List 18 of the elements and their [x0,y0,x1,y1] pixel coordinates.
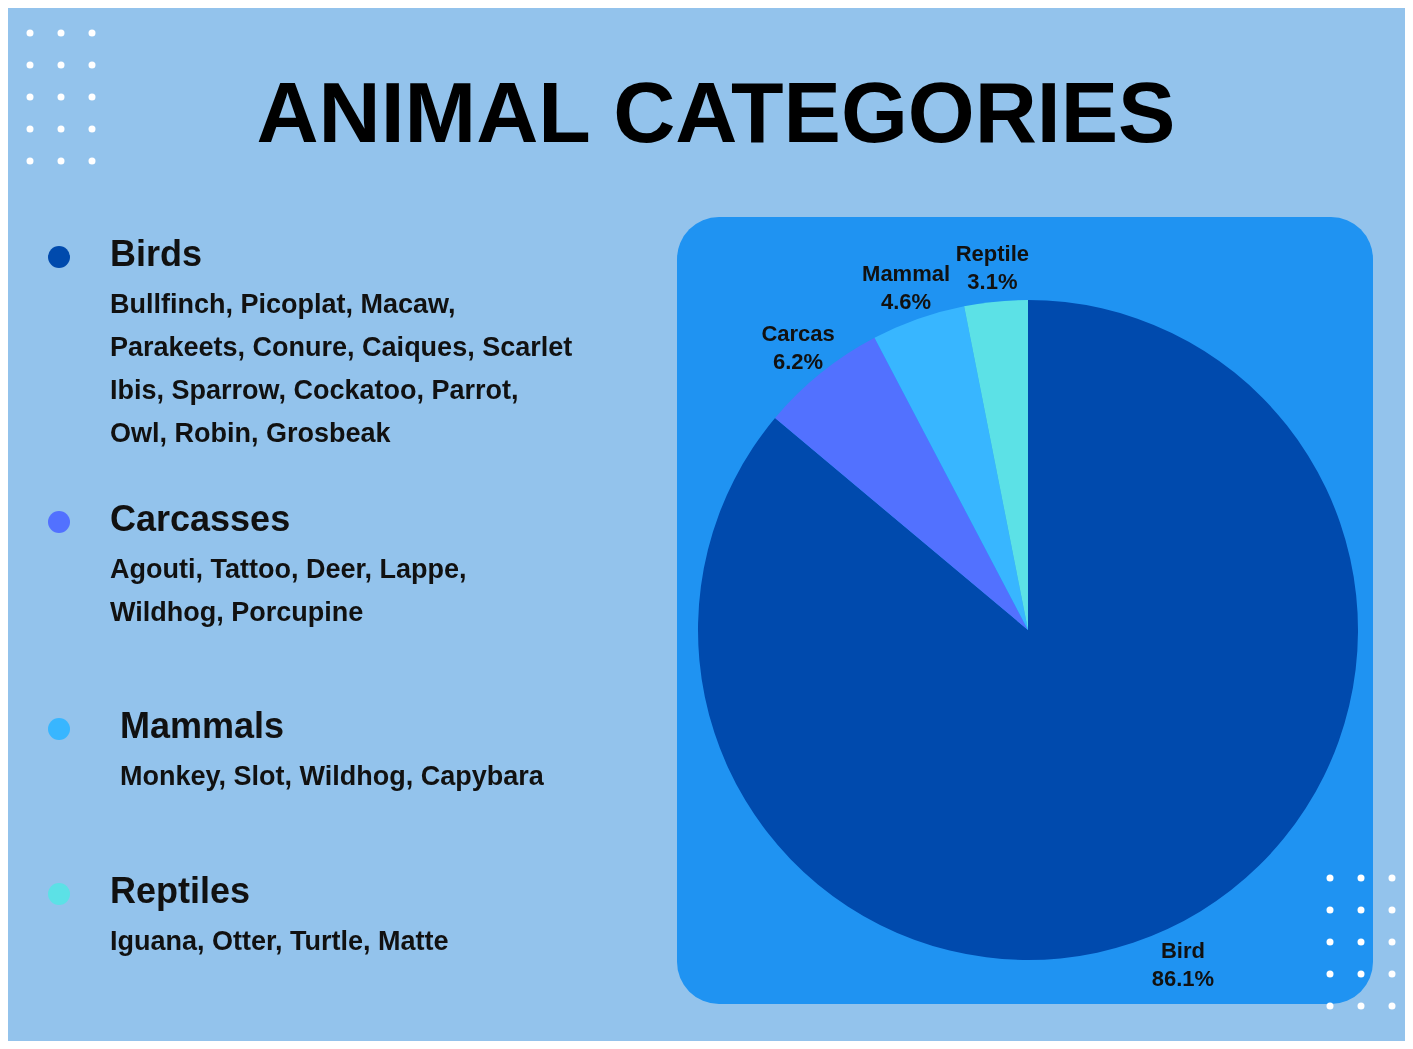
text: Iguana, Otter, Turtle, Matte [110,925,450,958]
text: Reptiles [110,870,251,911]
text: Mammals [120,705,285,746]
data-label: 3.1% [967,269,1018,295]
slice-label: Reptile [955,241,1030,267]
chart-title: ANIMAL CATEGORIES [256,64,1176,160]
text: Bullfinch, Picoplat, Macaw, Parakeets, Conure, Caiques, Scarlet Ibis, Sparrow, Cockatoo, Parrot, Owl, Robin, Grosbeak [110,288,574,450]
text: Carcasses [110,498,291,539]
text: Birds [110,233,203,274]
data-label: 86.1% [1151,965,1215,991]
text: Monkey, Slot, Wildhog, Capybara [120,760,545,793]
text: Agouti, Tattoo, Deer, Lappe, Wildhog, Porcupine [110,553,468,629]
data-label: 4.6% [881,288,932,314]
slice-label: Bird [1160,937,1205,963]
slice-label: Carcas [761,320,835,346]
pie-slice [964,300,1028,630]
slice-label: Mammal [862,260,951,286]
data-label: 6.2% [773,348,824,374]
